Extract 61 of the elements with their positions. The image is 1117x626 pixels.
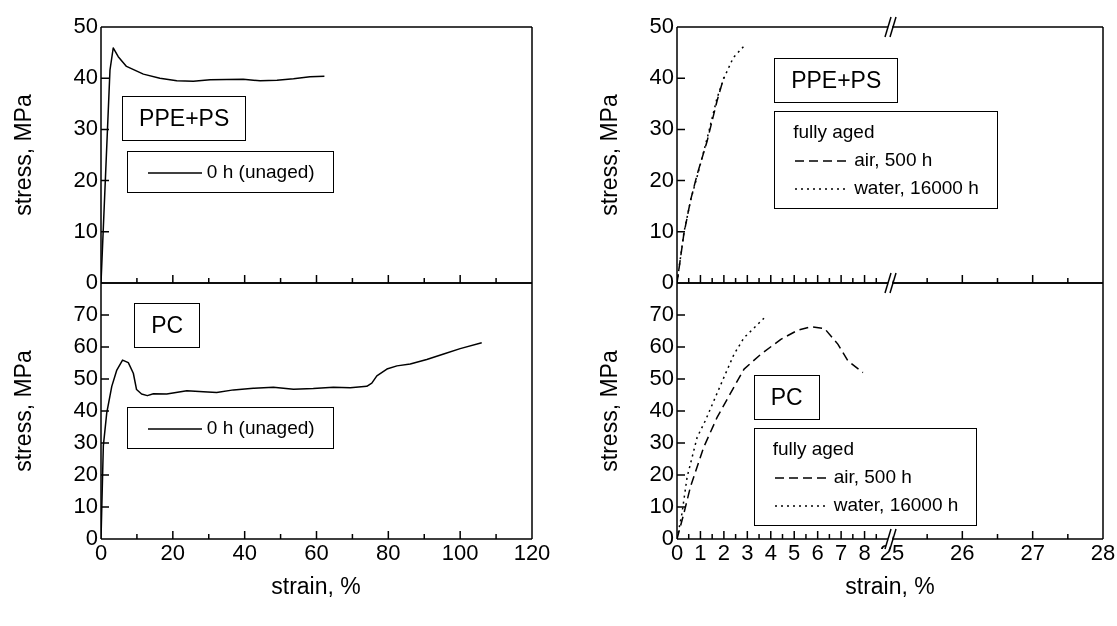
y-axis-title: stress, MPa <box>10 350 37 472</box>
y-tick-label: 50 <box>649 365 674 391</box>
x-tick-label: 20 <box>160 540 186 566</box>
x-tick-label: 4 <box>764 540 777 566</box>
x-tick-label: 28 <box>1090 540 1116 566</box>
y-tick-label: 20 <box>649 461 674 487</box>
y-axis-title: stress, MPa <box>596 350 623 472</box>
y-tick-label: 30 <box>649 429 674 455</box>
x-tick-label: 80 <box>376 540 401 566</box>
x-tick-label: 120 <box>513 540 551 566</box>
y-tick-label: 40 <box>649 64 674 90</box>
y-tick-label: 20 <box>73 166 98 192</box>
x-tick-label: 5 <box>788 540 801 566</box>
annotation: PPE+PS <box>774 57 899 103</box>
legend-title: fully aged <box>772 436 855 461</box>
y-tick-label: 20 <box>649 166 674 192</box>
x-tick-label: 100 <box>441 540 479 566</box>
legend-label: air, 500 h <box>854 149 933 171</box>
y-tick-label: 40 <box>649 397 674 423</box>
legend-label: water, 16000 h <box>833 493 959 515</box>
y-tick-label: 30 <box>649 115 674 141</box>
x-axis-title: strain, % <box>271 573 361 600</box>
y-tick-label: 30 <box>73 115 98 141</box>
y-tick-label: 10 <box>649 217 674 243</box>
legend-label: 0 h (unaged) <box>206 161 315 183</box>
y-axis-title: stress, MPa <box>596 94 623 216</box>
y-tick-label: 10 <box>649 493 674 519</box>
y-tick-label: 40 <box>73 64 98 90</box>
annotation: PC <box>134 302 201 348</box>
x-tick-label: 8 <box>858 540 871 566</box>
y-tick-label: 50 <box>73 365 98 391</box>
x-tick-label: 1 <box>694 540 707 566</box>
y-tick-label: 50 <box>73 13 98 39</box>
y-tick-label: 70 <box>649 301 674 327</box>
x-tick-label: 27 <box>1020 540 1045 566</box>
x-axis-title: strain, % <box>845 573 935 600</box>
y-tick-label: 50 <box>649 13 674 39</box>
x-tick-label: 7 <box>834 540 848 566</box>
y-tick-label: 30 <box>73 429 98 455</box>
y-tick-label: 0 <box>85 269 98 295</box>
x-tick-label: 40 <box>232 540 257 566</box>
x-tick-label: 3 <box>741 540 754 566</box>
x-tick-label: 60 <box>304 540 329 566</box>
y-tick-label: 70 <box>73 301 98 327</box>
y-tick-label: 10 <box>73 217 98 243</box>
y-tick-label: 60 <box>73 333 98 359</box>
y-tick-label: 20 <box>73 461 98 487</box>
x-tick-label: 2 <box>717 540 731 566</box>
y-axis-title: stress, MPa <box>10 94 37 216</box>
y-tick-label: 0 <box>661 269 674 295</box>
legend-label: 0 h (unaged) <box>206 417 315 439</box>
y-tick-label: 40 <box>73 397 98 423</box>
y-tick-label: 60 <box>649 333 674 359</box>
legend-title: fully aged <box>793 120 876 145</box>
annotation: PPE+PS <box>122 96 247 142</box>
legend-label: water, 16000 h <box>854 177 979 199</box>
x-tick-label: 26 <box>950 540 975 566</box>
annotation: PC <box>753 375 820 421</box>
legend-label: air, 500 h <box>833 465 912 487</box>
x-tick-label: 6 <box>811 540 824 566</box>
y-tick-label: 10 <box>73 493 98 519</box>
